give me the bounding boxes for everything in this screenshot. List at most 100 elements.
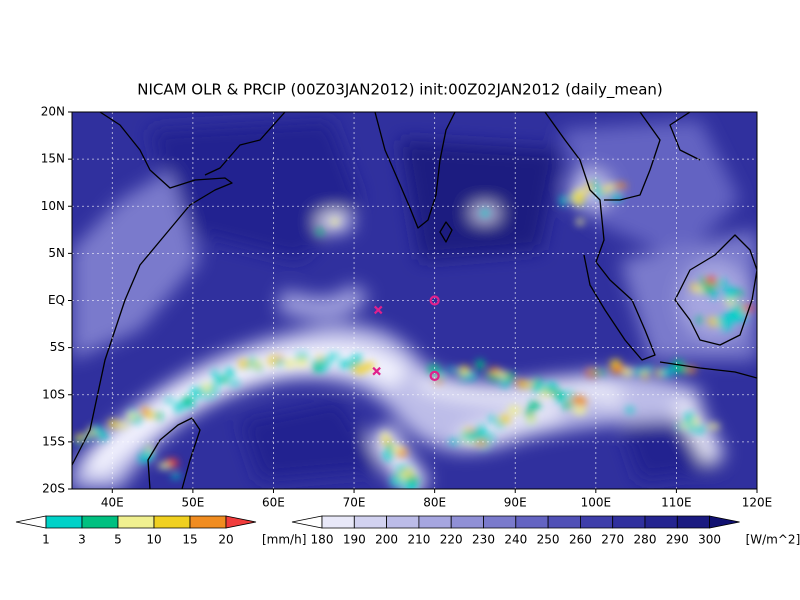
colorbars: 1 3 5 10 15 20 [mm/h] 180 190 200 210 220 230 240 250 2… [15,515,800,547]
lon-tick-label: 70E [343,496,366,510]
precip-cell [565,402,574,408]
precip-cell [572,406,587,415]
precip-cell [520,382,534,388]
precip-cell [296,357,308,367]
precip-cell [610,364,625,374]
map-field [72,112,757,489]
coastline [604,112,661,201]
precip-cell [589,369,596,375]
precip-cell [407,483,417,489]
precip-cell [642,367,654,373]
colorbar-label: 290 [666,533,689,547]
coastline [669,112,701,161]
colorbar-segment [676,515,710,529]
colorbar-segment [189,515,227,529]
lon-tick-label: 120E [742,496,773,510]
colorbar-segment [153,515,191,529]
precip-cell [174,402,182,413]
colorbar-segment [709,515,740,529]
precip-cell [529,401,541,410]
colorbar-label: 250 [537,533,560,547]
precip-cell [560,196,568,206]
colorbar-label: 270 [601,533,624,547]
precip-cell [392,445,402,453]
precip-cell [141,407,148,416]
precip-cell [427,364,441,374]
colorbar-label: 20 [218,533,233,547]
lon-tick-label: 50E [181,496,204,510]
precip-cell [715,315,728,324]
colorbar-label: 5 [114,533,122,547]
grid [72,112,757,489]
precip-cell [498,415,511,424]
precip-cell [683,416,692,426]
lat-tick-label: 20S [42,482,65,496]
precip-cell [660,367,668,377]
precip-cell [108,420,120,428]
lat-tick-label: 20N [41,105,65,119]
colorbar-segment [117,515,155,529]
precip-cell [711,292,719,298]
precip-cell [614,183,628,189]
lat-tick-label: 15S [42,434,65,448]
precip-cell [696,317,704,323]
olr-field [72,120,757,489]
precip-cell [576,219,584,225]
lon-tick-label: 40E [101,496,124,510]
colorbar-unit: [W/m^2] [746,533,800,547]
precip-cell [705,276,718,284]
precip-cell [699,276,707,286]
lon-tick-label: 80E [423,496,446,510]
precip-cell [496,370,507,378]
colorbar-segment [418,515,452,529]
precip-cell [202,383,212,392]
colorbar-segment [45,515,83,529]
precip-cell [351,354,363,365]
precip-cell [702,283,715,294]
coastline [674,234,757,346]
precip-cell [253,365,264,370]
colorbar-segment [644,515,678,529]
lon-tick-label: 90E [504,496,527,510]
precip-cell [390,477,405,486]
precip-cell [458,375,468,381]
precip-cell [720,282,728,288]
lat-tick-label: 15N [41,152,65,166]
precip-cell [707,423,720,429]
precip-cell [595,190,606,197]
colorbar-label: 3 [78,533,86,547]
colorbar-segment [321,515,355,529]
marker-x [372,366,381,376]
precip-cell [381,438,393,444]
precip-cell [605,183,616,190]
precip-cell [157,463,171,469]
markers [372,295,440,381]
precip-cell [481,210,489,216]
precip-cell [91,426,102,434]
lat-tick-label: 10N [41,199,65,213]
precip-cell [211,369,218,378]
coastline [374,112,456,229]
precip-cell [495,422,506,428]
precip-cell [126,413,138,419]
precip-cell [623,367,632,377]
precip-cell [531,379,542,384]
precip-cell [491,374,500,382]
colorbar-segment [386,515,420,529]
colorbar-label: 15 [182,533,197,547]
colorbar-unit: [mm/h] [262,533,306,547]
coastline [439,221,453,243]
precip-cell [338,360,353,368]
precip-cell [719,324,732,331]
colorbar-segment [547,515,581,529]
colorbar-label: 240 [504,533,527,547]
colorbar-label: 280 [634,533,657,547]
coastlines [72,112,757,489]
colorbar-segment [291,515,323,529]
colorbar-label: 220 [440,533,463,547]
precip-cell [380,432,390,440]
colorbar-label: 230 [472,533,495,547]
precip-cell [576,398,587,406]
precip-cell [284,359,296,368]
